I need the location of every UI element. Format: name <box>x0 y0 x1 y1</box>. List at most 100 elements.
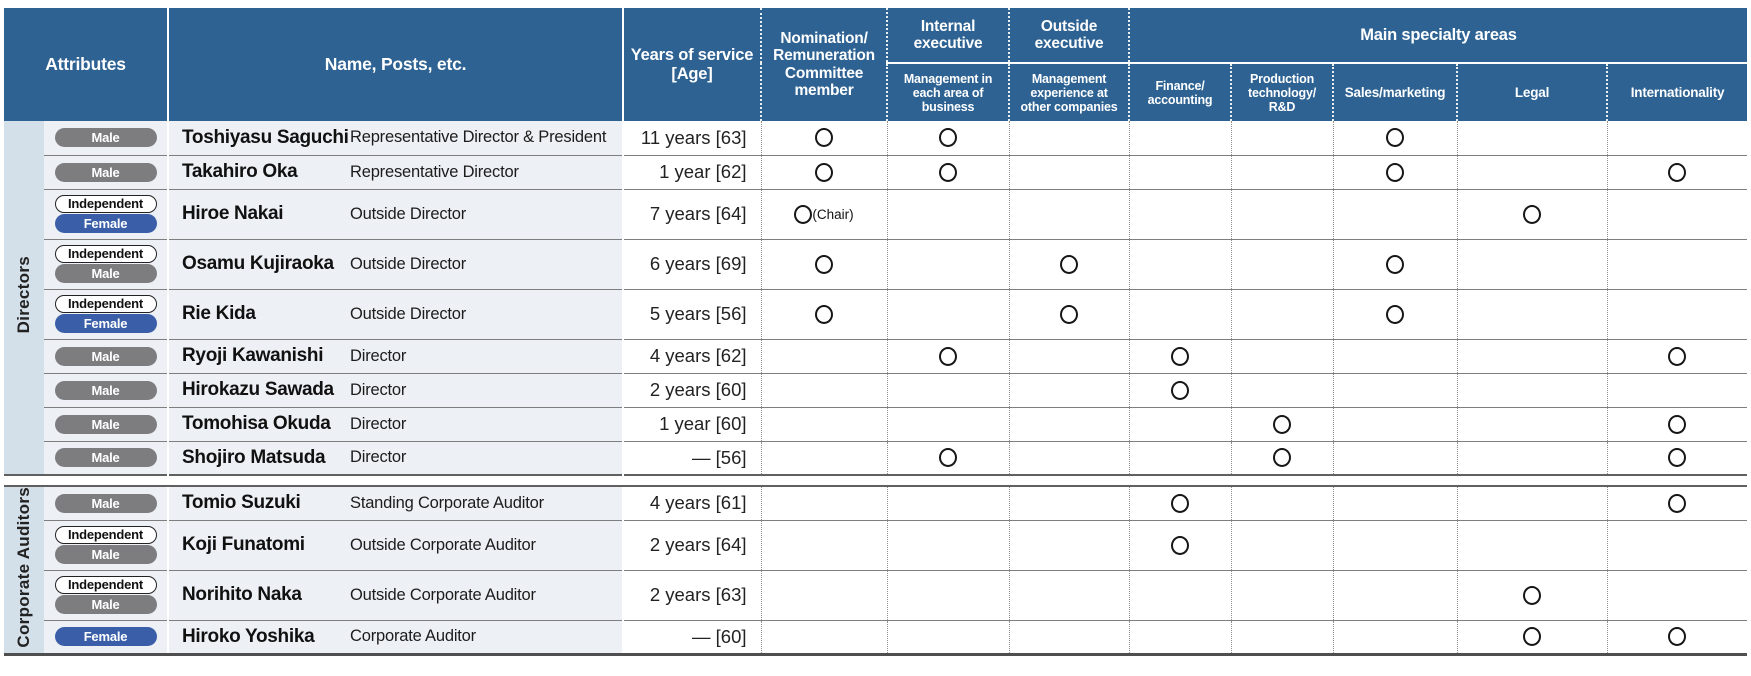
header-main-specialty-areas: Main specialty areas <box>1128 8 1748 63</box>
attribute-badge: Male <box>54 545 157 565</box>
section-spacer <box>4 474 1748 487</box>
circle-mark <box>1668 449 1686 466</box>
circle-mark <box>1668 163 1686 180</box>
mark-cell-outside-executive <box>1008 569 1130 621</box>
circle-mark <box>1273 449 1291 466</box>
mark-cell-finance-accounting <box>1128 154 1232 189</box>
attribute-badge: Male <box>54 414 157 434</box>
attributes-cell: Male <box>44 154 169 189</box>
circle-mark <box>1171 381 1189 398</box>
mark-cell-nomination-committee <box>760 406 888 441</box>
attributes-cell: Male <box>44 121 169 155</box>
name-cell: Hirokazu Sawada Director <box>167 372 624 407</box>
attributes-cell: Female <box>44 619 169 655</box>
member-name: Osamu Kujiraoka <box>182 253 334 274</box>
mark-cell-legal <box>1456 406 1608 441</box>
mark-cell-finance-accounting <box>1128 619 1232 655</box>
attribute-badge: Independent <box>54 195 157 213</box>
mark-cell-production-technology-rd <box>1230 619 1334 655</box>
years-of-service-cell: 5 years [56] <box>622 288 762 339</box>
board-member-row: Independent Male Koji Funatomi Outside C… <box>4 519 1748 571</box>
mark-cell-finance-accounting <box>1128 338 1232 373</box>
attribute-badge: Independent <box>54 295 157 313</box>
mark-cell-production-technology-rd <box>1230 121 1334 155</box>
member-post: Director <box>350 448 407 467</box>
attributes-cell: Male <box>44 486 169 521</box>
mark-cell-production-technology-rd <box>1230 486 1334 521</box>
mark-cell-production-technology-rd <box>1230 238 1334 289</box>
group-label-cell: Corporate Auditors <box>4 486 44 655</box>
member-name: Ryoji Kawanishi <box>182 345 324 366</box>
mark-cell-internationality <box>1606 519 1748 571</box>
mark-cell-legal <box>1456 238 1608 289</box>
mark-cell-outside-executive <box>1008 288 1130 339</box>
table-header: Attributes Name, Posts, etc. Years of se… <box>4 8 1748 121</box>
mark-cell-finance-accounting <box>1128 486 1232 521</box>
header-nomination-remuneration-committee: Nomination/ Remuneration Committee membe… <box>760 8 888 121</box>
board-member-row: Independent Male Norihito Naka Outside C… <box>4 569 1748 621</box>
years-of-service-cell: 2 years [60] <box>622 372 762 407</box>
mark-cell-legal <box>1456 569 1608 621</box>
mark-cell-internationality <box>1606 440 1748 475</box>
mark-cell-internationality <box>1606 238 1748 289</box>
mark-cell-sales-marketing <box>1332 188 1458 239</box>
circle-mark <box>939 449 957 466</box>
mark-cell-outside-executive <box>1008 406 1130 441</box>
member-post: Director <box>350 414 407 433</box>
mark-cell-production-technology-rd <box>1230 188 1334 239</box>
member-name: Hiroe Nakai <box>182 203 284 224</box>
board-member-row: Male Takahiro Oka Representative Directo… <box>4 154 1748 189</box>
mark-cell-internal-executive <box>886 121 1010 155</box>
member-name: Takahiro Oka <box>182 161 298 182</box>
mark-cell-production-technology-rd <box>1230 569 1334 621</box>
name-cell: Tomohisa Okuda Director <box>167 406 624 441</box>
mark-cell-legal <box>1456 619 1608 655</box>
circle-mark <box>1523 586 1541 603</box>
years-of-service-cell: 1 year [62] <box>622 154 762 189</box>
mark-cell-internationality <box>1606 619 1748 655</box>
mark-cell-internationality <box>1606 569 1748 621</box>
member-post: Outside Director <box>350 254 467 273</box>
name-cell: Norihito Naka Outside Corporate Auditor <box>167 569 624 621</box>
group-label-cell: Directors <box>4 121 44 475</box>
mark-cell-outside-executive <box>1008 440 1130 475</box>
board-member-row: Male Ryoji Kawanishi Director 4 years [6… <box>4 338 1748 373</box>
attribute-badge: Female <box>54 314 157 333</box>
mark-cell-internationality <box>1606 372 1748 407</box>
board-table: Attributes Name, Posts, etc. Years of se… <box>4 8 1748 656</box>
mark-cell-outside-executive <box>1008 238 1130 289</box>
mark-cell-internationality <box>1606 338 1748 373</box>
member-name: Rie Kida <box>182 303 256 324</box>
mark-cell-internationality <box>1606 154 1748 189</box>
mark-cell-nomination-committee <box>760 519 888 571</box>
years-of-service-cell: 7 years [64] <box>622 188 762 239</box>
circle-mark <box>1523 628 1541 645</box>
mark-cell-internal-executive <box>886 372 1010 407</box>
mark-cell-internal-executive <box>886 619 1010 655</box>
member-name: Hiroko Yoshika <box>182 625 315 647</box>
member-name: Koji Funatomi <box>182 534 305 556</box>
mark-cell-production-technology-rd <box>1230 338 1334 373</box>
mark-cell-outside-executive <box>1008 338 1130 373</box>
years-of-service-cell: 1 year [60] <box>622 406 762 441</box>
mark-cell-sales-marketing <box>1332 154 1458 189</box>
mark-cell-legal <box>1456 288 1608 339</box>
attributes-cell: Male <box>44 372 169 407</box>
board-member-row: Independent Female Hiroe Nakai Outside D… <box>4 188 1748 239</box>
circle-mark <box>1523 205 1541 222</box>
mark-cell-internal-executive <box>886 406 1010 441</box>
page: Attributes Name, Posts, etc. Years of se… <box>0 0 1751 656</box>
years-of-service-cell: 2 years [63] <box>622 569 762 621</box>
mark-cell-sales-marketing <box>1332 406 1458 441</box>
board-member-row: Male Tomohisa Okuda Director 1 year [60] <box>4 406 1748 441</box>
attribute-badge: Female <box>54 627 157 647</box>
header-internal-executive-sub: Management in each area of business <box>886 62 1010 121</box>
member-name: Hirokazu Sawada <box>182 379 334 400</box>
attribute-badge: Independent <box>54 245 157 263</box>
mark-cell-finance-accounting <box>1128 372 1232 407</box>
group-label: Corporate Auditors <box>14 487 33 648</box>
mark-cell-sales-marketing <box>1332 440 1458 475</box>
member-post: Representative Director <box>350 162 519 181</box>
circle-mark <box>815 163 833 180</box>
name-cell: Tomio Suzuki Standing Corporate Auditor <box>167 486 624 521</box>
